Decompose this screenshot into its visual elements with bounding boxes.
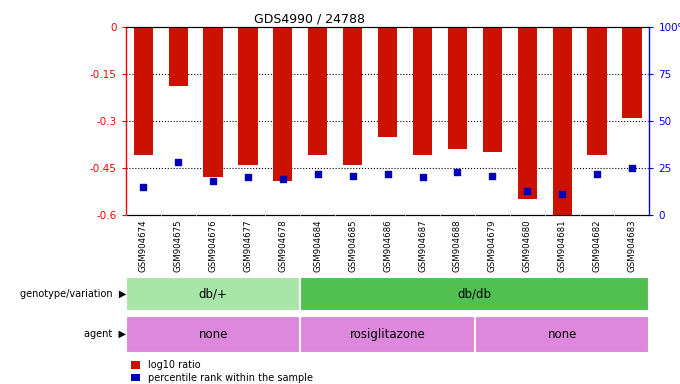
Point <box>312 170 323 177</box>
Point <box>592 170 602 177</box>
Text: GSM904686: GSM904686 <box>383 220 392 272</box>
Bar <box>126 277 301 311</box>
Text: GSM904688: GSM904688 <box>453 220 462 272</box>
Point <box>557 191 568 197</box>
Point <box>417 174 428 180</box>
Bar <box>203 27 222 177</box>
Text: GSM904683: GSM904683 <box>628 220 636 272</box>
Point <box>173 159 184 166</box>
Point <box>487 172 498 179</box>
Bar <box>126 316 301 353</box>
Text: GSM904679: GSM904679 <box>488 220 497 272</box>
Bar <box>169 27 188 86</box>
Text: GSM904676: GSM904676 <box>209 220 218 272</box>
Text: GSM904685: GSM904685 <box>348 220 357 272</box>
Bar <box>553 27 572 221</box>
Point <box>626 165 637 171</box>
Text: GSM904675: GSM904675 <box>173 220 183 272</box>
Bar <box>134 27 153 156</box>
Bar <box>475 316 649 353</box>
Text: GSM904687: GSM904687 <box>418 220 427 272</box>
Text: GSM904678: GSM904678 <box>278 220 288 272</box>
Text: GSM904680: GSM904680 <box>523 220 532 272</box>
Text: GSM904682: GSM904682 <box>592 220 602 272</box>
Point <box>382 170 393 177</box>
Bar <box>343 27 362 165</box>
Bar <box>239 27 258 165</box>
Bar <box>378 27 397 137</box>
Point <box>452 169 463 175</box>
Point <box>207 178 218 184</box>
Point <box>243 174 254 180</box>
Text: GSM904674: GSM904674 <box>139 220 148 272</box>
Text: db/db: db/db <box>458 287 492 300</box>
Text: none: none <box>547 328 577 341</box>
Text: db/+: db/+ <box>199 287 228 300</box>
Text: genotype/variation  ▶: genotype/variation ▶ <box>20 289 126 299</box>
Text: GSM904677: GSM904677 <box>243 220 252 272</box>
Text: agent  ▶: agent ▶ <box>84 329 126 339</box>
Bar <box>517 27 537 199</box>
Legend: log10 ratio, percentile rank within the sample: log10 ratio, percentile rank within the … <box>131 360 313 383</box>
Bar <box>301 316 475 353</box>
Text: GSM904684: GSM904684 <box>313 220 322 272</box>
Bar <box>588 27 607 156</box>
Title: GDS4990 / 24788: GDS4990 / 24788 <box>254 13 364 26</box>
Point <box>522 187 532 194</box>
Point <box>347 172 358 179</box>
Bar <box>308 27 327 156</box>
Bar <box>448 27 467 149</box>
Point <box>277 176 288 182</box>
Bar <box>273 27 292 180</box>
Bar <box>483 27 502 152</box>
Text: rosiglitazone: rosiglitazone <box>350 328 426 341</box>
Text: GSM904681: GSM904681 <box>558 220 566 272</box>
Bar <box>622 27 641 118</box>
Point <box>138 184 149 190</box>
Text: none: none <box>199 328 228 341</box>
Bar <box>301 277 649 311</box>
Bar <box>413 27 432 156</box>
